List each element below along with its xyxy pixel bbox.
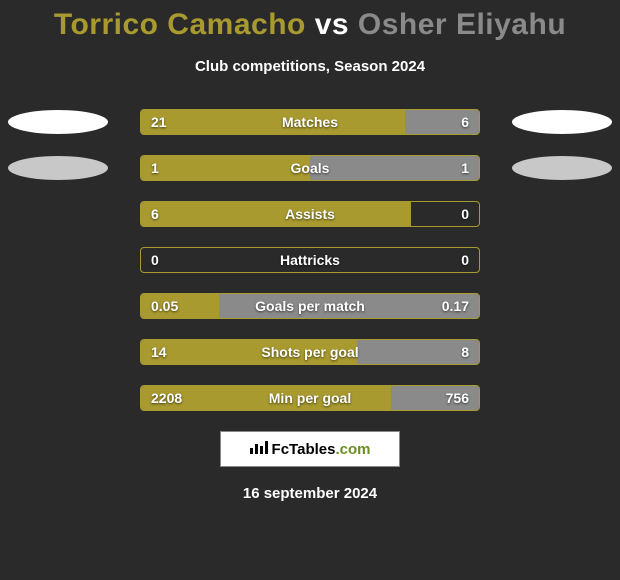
stat-bar: 1 1 Goals — [140, 155, 480, 181]
bar-fill-left — [141, 156, 310, 180]
stat-bar: 0.05 0.17 Goals per match — [140, 293, 480, 319]
bar-fill-right — [310, 156, 479, 180]
bar-fill-left — [141, 110, 405, 134]
stat-row: 0.05 0.17 Goals per match — [0, 293, 620, 319]
team-badge-right — [512, 156, 612, 180]
stat-label: Shots per goal — [261, 344, 358, 360]
subtitle: Club competitions, Season 2024 — [0, 58, 620, 75]
team-badge-right — [512, 110, 612, 134]
stat-label: Min per goal — [269, 390, 351, 406]
stat-row: 21 6 Matches — [0, 109, 620, 135]
stat-row: 14 8 Shots per goal — [0, 339, 620, 365]
vs-text: vs — [315, 8, 349, 41]
stat-value-right: 6 — [461, 114, 469, 130]
footer-date: 16 september 2024 — [0, 485, 620, 502]
stat-value-right: 0 — [461, 206, 469, 222]
stat-label: Goals — [291, 160, 330, 176]
stat-label: Assists — [285, 206, 335, 222]
player2-name: Osher Eliyahu — [358, 8, 566, 41]
team-badge-left — [8, 156, 108, 180]
stat-value-left: 14 — [151, 344, 167, 360]
chart-bars-icon — [250, 440, 268, 459]
stat-value-right: 0 — [461, 252, 469, 268]
team-badge-left — [8, 110, 108, 134]
bar-fill-left — [141, 202, 411, 226]
stat-value-left: 0.05 — [151, 298, 178, 314]
player1-name: Torrico Camacho — [54, 8, 306, 41]
stat-value-left: 0 — [151, 252, 159, 268]
stat-row: 1 1 Goals — [0, 155, 620, 181]
stat-value-left: 21 — [151, 114, 167, 130]
stat-row: 2208 756 Min per goal — [0, 385, 620, 411]
stat-label: Goals per match — [255, 298, 365, 314]
stat-bar: 6 0 Assists — [140, 201, 480, 227]
stat-value-left: 2208 — [151, 390, 182, 406]
stat-value-left: 1 — [151, 160, 159, 176]
page-title: Torrico Camacho vs Osher Eliyahu — [0, 0, 620, 42]
stat-label: Hattricks — [280, 252, 340, 268]
stat-value-right: 0.17 — [442, 298, 469, 314]
stat-label: Matches — [282, 114, 338, 130]
stat-bar: 14 8 Shots per goal — [140, 339, 480, 365]
stat-bar: 2208 756 Min per goal — [140, 385, 480, 411]
comparison-chart: 21 6 Matches 1 1 Goals 6 0 Assists 0 0 Hattricks 0.0… — [0, 109, 620, 411]
stat-row: 0 0 Hattricks — [0, 247, 620, 273]
stat-value-left: 6 — [151, 206, 159, 222]
stat-row: 6 0 Assists — [0, 201, 620, 227]
stat-value-right: 8 — [461, 344, 469, 360]
stat-value-right: 1 — [461, 160, 469, 176]
stat-bar: 0 0 Hattricks — [140, 247, 480, 273]
stat-value-right: 756 — [446, 390, 469, 406]
stat-bar: 21 6 Matches — [140, 109, 480, 135]
logo-text: FcTables.com — [272, 441, 371, 458]
fctables-logo[interactable]: FcTables.com — [220, 431, 400, 467]
